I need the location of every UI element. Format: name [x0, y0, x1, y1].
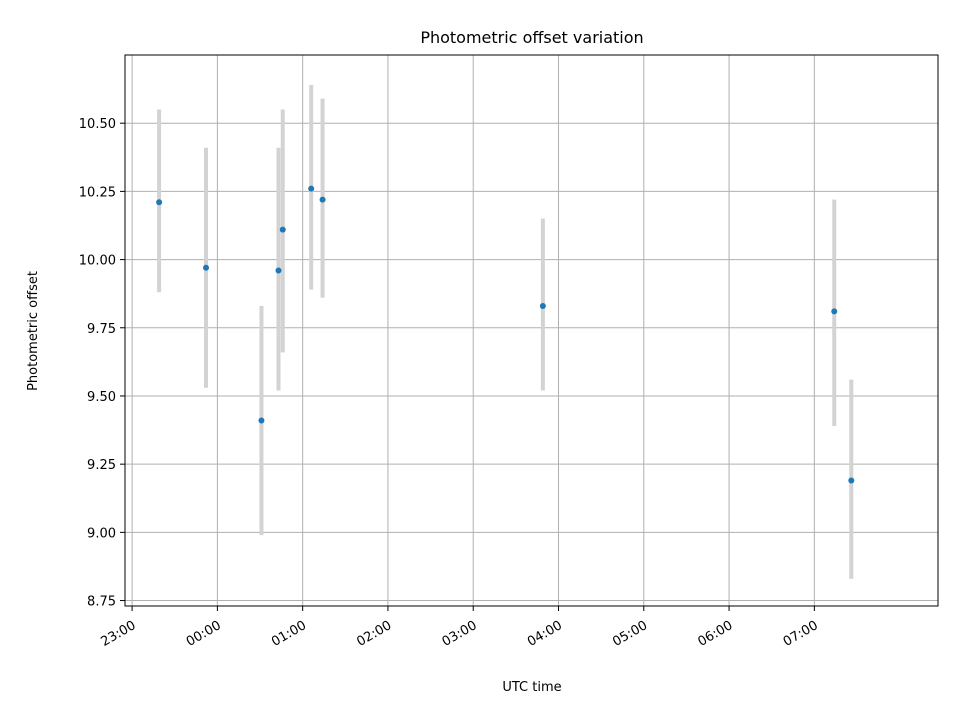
- y-tick-label: 9.00: [87, 526, 116, 541]
- y-tick-label: 10.00: [79, 254, 116, 269]
- data-point: [258, 417, 265, 424]
- chart-title: Photometric offset variation: [420, 28, 643, 47]
- data-point: [848, 477, 855, 484]
- data-point: [156, 199, 163, 206]
- x-axis-label: UTC time: [502, 680, 561, 695]
- data-point: [308, 185, 315, 192]
- y-tick-label: 9.75: [87, 322, 116, 337]
- data-points: [156, 185, 855, 484]
- data-point: [279, 226, 286, 233]
- plot-frame: [124, 54, 939, 607]
- y-tick-label: 9.50: [87, 390, 116, 405]
- data-point: [831, 308, 838, 315]
- data-point: [319, 196, 326, 203]
- y-tick-label: 10.50: [79, 117, 116, 132]
- y-tick-label: 10.25: [79, 185, 116, 200]
- y-tick-label: 8.75: [87, 595, 116, 610]
- data-point: [539, 302, 546, 309]
- data-point: [203, 264, 210, 271]
- y-axis-label: Photometric offset: [26, 271, 41, 391]
- data-point: [275, 267, 282, 274]
- y-axis-ticks: 8.75 9.00 9.25 9.50 9.75 10.00 10.25 10.50: [79, 117, 125, 610]
- y-tick-label: 9.25: [87, 458, 116, 473]
